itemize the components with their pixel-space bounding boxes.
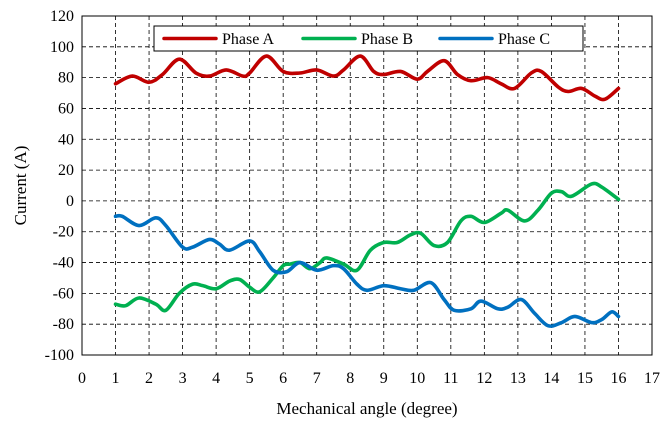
- series-line-phase-a: [113, 54, 621, 102]
- y-tick-label: -40: [53, 255, 74, 272]
- x-tick-label: 8: [346, 370, 354, 387]
- y-axis-tick-labels: -100 -80 -60 -40 -20 0 20 40 60 80 100 120: [45, 8, 74, 364]
- x-tick-label: 16: [610, 370, 626, 387]
- y-tick-label: 0: [66, 193, 74, 210]
- y-tick-label: 120: [50, 8, 74, 25]
- y-tick-label: 20: [58, 162, 74, 179]
- x-tick-label: 15: [577, 370, 593, 387]
- x-tick-label: 5: [246, 370, 254, 387]
- y-tick-label: -100: [45, 347, 74, 364]
- legend-label-phase-c: Phase C: [498, 31, 550, 48]
- x-tick-label: 3: [179, 370, 187, 387]
- x-tick-label: 14: [543, 370, 559, 387]
- x-axis-tick-labels: 0 1 2 3 4 5 6 7 8 9 10 11 12 13 14 15 16 17: [78, 370, 660, 387]
- y-tick-label: -80: [53, 316, 74, 333]
- legend-item-phase-c: Phase C: [438, 31, 550, 48]
- y-tick-label: -20: [53, 224, 74, 241]
- x-tick-label: 11: [443, 370, 458, 387]
- y-axis-title: Current (A): [11, 146, 30, 226]
- legend-item-phase-b: Phase B: [301, 31, 413, 48]
- legend-box: [153, 25, 584, 52]
- legend-item-phase-a: Phase A: [162, 31, 274, 48]
- y-tick-label: -60: [53, 285, 74, 302]
- x-axis-title: Mechanical angle (degree): [276, 399, 457, 418]
- legend-label-phase-b: Phase B: [361, 31, 413, 48]
- legend-label-phase-a: Phase A: [222, 31, 274, 48]
- x-tick-label: 7: [313, 370, 321, 387]
- series-line-phase-b: [113, 181, 621, 313]
- y-tick-label: 80: [58, 70, 74, 87]
- x-tick-label: 12: [476, 370, 492, 387]
- series-lines: [113, 54, 621, 328]
- x-tick-label: 6: [279, 370, 287, 387]
- x-tick-label: 2: [145, 370, 153, 387]
- plot-area-frame: [81, 15, 653, 356]
- x-tick-label: 9: [380, 370, 388, 387]
- y-tick-label: 60: [58, 100, 74, 117]
- x-tick-label: 0: [78, 370, 86, 387]
- x-tick-label: 13: [510, 370, 526, 387]
- x-tick-label: 10: [409, 370, 425, 387]
- legend: Phase A Phase B Phase C: [153, 25, 584, 52]
- x-tick-label: 1: [112, 370, 120, 387]
- x-tick-label: 4: [212, 370, 220, 387]
- x-tick-label: 17: [644, 370, 660, 387]
- series-line-phase-c: [113, 213, 621, 328]
- y-tick-label: 40: [58, 131, 74, 148]
- y-tick-label: 100: [50, 39, 74, 56]
